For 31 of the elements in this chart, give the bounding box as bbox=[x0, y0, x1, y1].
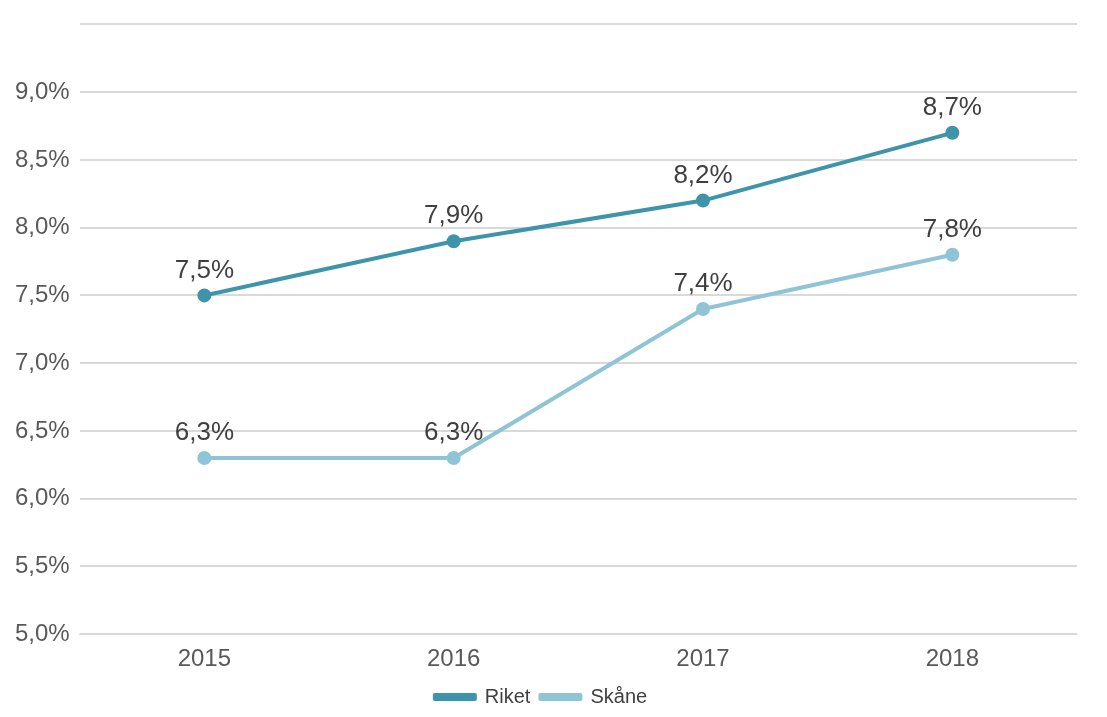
y-tick-label: 5,5% bbox=[15, 551, 70, 579]
x-tick-label: 2017 bbox=[676, 644, 730, 672]
y-tick-label: 9,0% bbox=[15, 76, 70, 104]
point bbox=[446, 451, 461, 466]
x-tick-label: 2015 bbox=[177, 644, 232, 672]
y-tick-label: 8,5% bbox=[15, 144, 70, 172]
y-tick-label: 8,0% bbox=[15, 212, 70, 240]
point bbox=[945, 247, 960, 262]
data-label: 6,3% bbox=[174, 416, 234, 447]
legend-label: Skåne bbox=[590, 684, 648, 707]
data-label: 8,2% bbox=[673, 158, 733, 189]
data-label: 7,8% bbox=[922, 212, 982, 243]
point bbox=[696, 301, 711, 316]
x-tick-label: 2018 bbox=[925, 644, 980, 672]
data-label: 7,5% bbox=[174, 253, 234, 284]
point bbox=[197, 451, 212, 466]
legend-label: Riket bbox=[484, 684, 531, 707]
y-tick-label: 5,0% bbox=[15, 618, 70, 646]
point bbox=[197, 288, 212, 303]
x-tick-label: 2016 bbox=[426, 644, 481, 672]
y-tick-label: 6,0% bbox=[15, 483, 70, 511]
point bbox=[446, 234, 461, 249]
point bbox=[696, 193, 711, 208]
data-label: 8,7% bbox=[922, 90, 982, 121]
data-label: 7,9% bbox=[424, 199, 484, 230]
y-tick-label: 7,5% bbox=[15, 280, 70, 308]
data-label: 6,3% bbox=[424, 416, 484, 447]
data-label: 7,4% bbox=[673, 267, 733, 298]
y-tick-label: 7,0% bbox=[15, 347, 70, 375]
point bbox=[945, 125, 960, 140]
y-tick-label: 6,5% bbox=[15, 415, 70, 443]
